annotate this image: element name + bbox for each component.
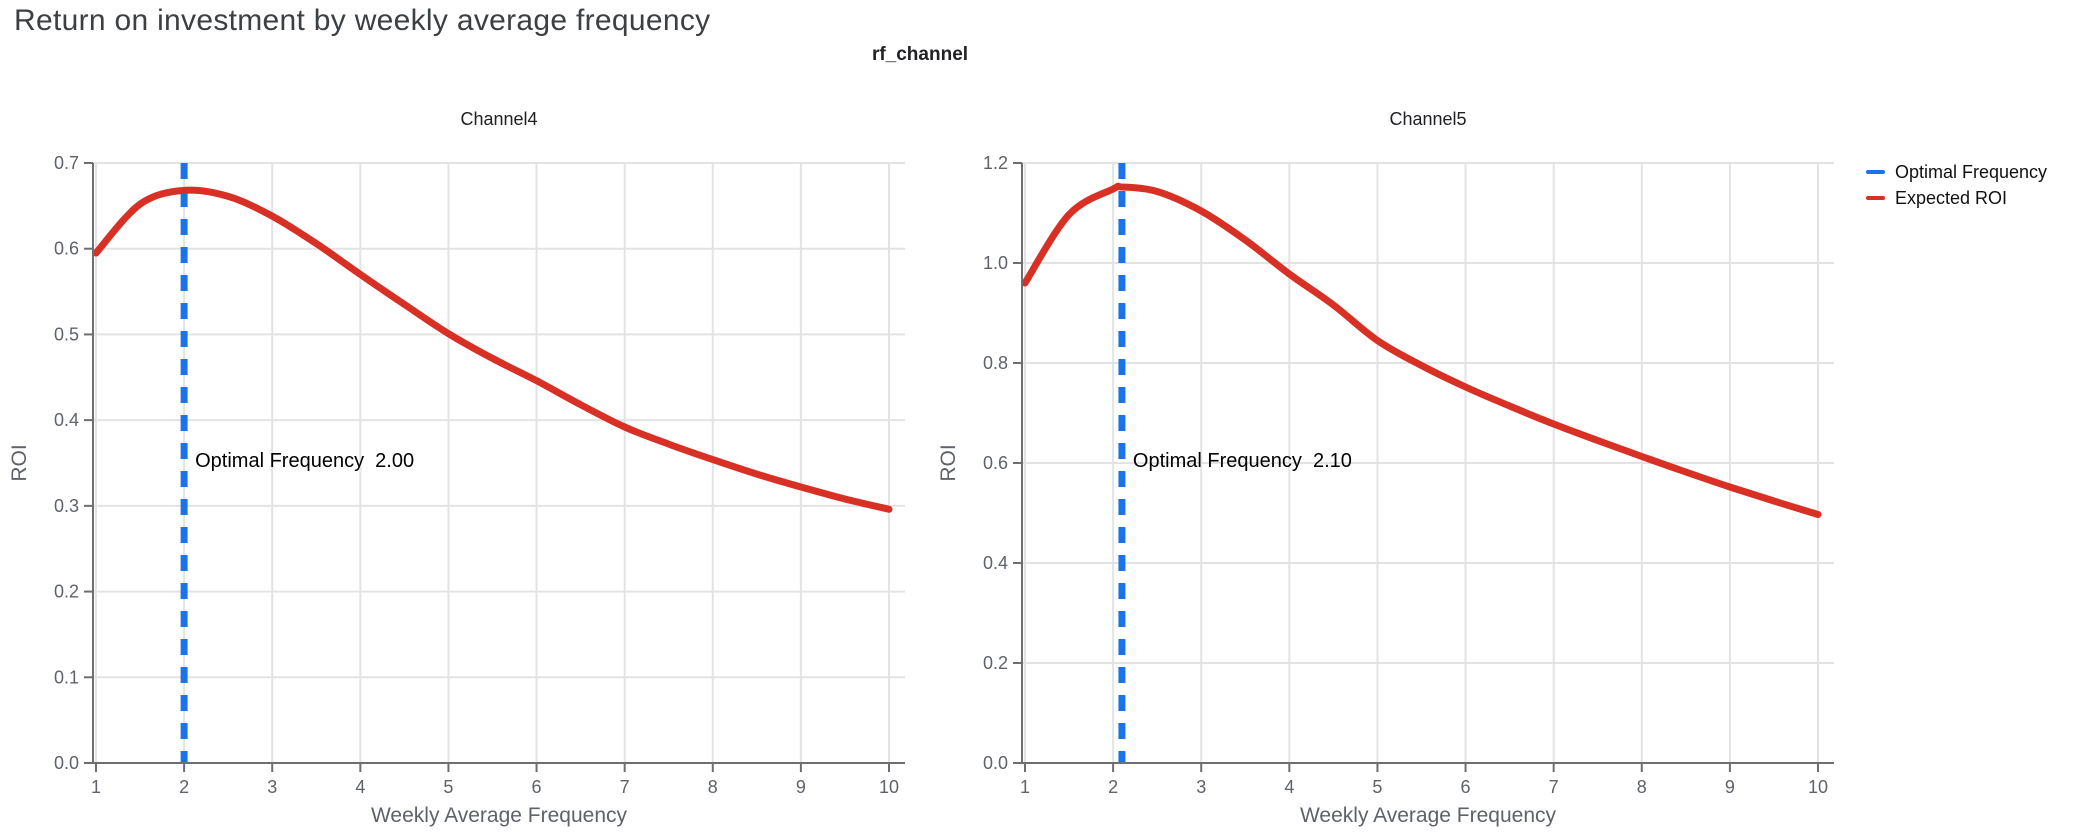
legend-label: Expected ROI xyxy=(1895,187,2008,208)
page-title: Return on investment by weekly average f… xyxy=(14,4,711,37)
expected-roi-curve xyxy=(92,186,893,513)
legend-line-swatch-red xyxy=(1866,196,1885,200)
chart-channel5[interactable]: 0.0 0.2 0.4 0.6 0.8 1.0 1.2 1 2 3 4 5 6 7 8 9 10 Channel5… xyxy=(929,100,1864,840)
x-tick-label: 10 xyxy=(1808,777,1828,797)
y-tick-label: 1.0 xyxy=(983,253,1008,273)
y-axis-title: ROI xyxy=(8,444,31,481)
x-tick-label: 2 xyxy=(179,777,189,797)
gridlines xyxy=(1022,162,1834,764)
tick-labels: 0.0 0.2 0.4 0.6 0.8 1.0 1.2 1 2 3 4 5 6 7 8 9 10 xyxy=(983,153,1828,797)
y-tick-label: 0.1 xyxy=(54,667,79,687)
y-tick-label: 0.4 xyxy=(54,410,79,430)
gridlines xyxy=(93,162,905,764)
x-tick-label: 8 xyxy=(1637,777,1647,797)
y-tick-label: 0.2 xyxy=(983,653,1008,673)
x-tick-label: 3 xyxy=(1196,777,1206,797)
optimal-frequency-annotation: Optimal Frequency 2.00 xyxy=(195,450,414,472)
axes xyxy=(1013,162,1834,772)
chart-title: Channel4 xyxy=(460,109,537,129)
y-tick-label: 0.0 xyxy=(983,753,1008,773)
expected-roi-curve xyxy=(1021,182,1822,518)
x-tick-label: 1 xyxy=(1020,777,1030,797)
x-tick-label: 9 xyxy=(1725,777,1735,797)
x-tick-label: 6 xyxy=(1461,777,1471,797)
x-tick-label: 5 xyxy=(1372,777,1382,797)
y-tick-label: 0.8 xyxy=(983,353,1008,373)
y-tick-label: 0.4 xyxy=(983,553,1008,573)
axes xyxy=(84,162,905,772)
x-tick-label: 9 xyxy=(796,777,806,797)
legend: Optimal Frequency Expected ROI xyxy=(1866,159,2047,211)
y-tick-label: 0.5 xyxy=(54,324,79,344)
y-tick-label: 0.6 xyxy=(54,239,79,259)
x-tick-label: 4 xyxy=(1284,777,1294,797)
facet-group-title: rf_channel xyxy=(871,44,969,65)
y-tick-label: 0.0 xyxy=(54,753,79,773)
x-tick-label: 3 xyxy=(267,777,277,797)
y-axis-title: ROI xyxy=(937,444,960,481)
tick-labels: 0.0 0.1 0.2 0.3 0.4 0.5 0.6 0.7 1 2 3 4 5 6 7 8 9 10 xyxy=(54,153,899,797)
chart-channel4[interactable]: 0.0 0.1 0.2 0.3 0.4 0.5 0.6 0.7 1 2 3 4 5 6 7 8 9 10 Chann… xyxy=(0,100,935,840)
legend-line-swatch-blue xyxy=(1866,170,1885,174)
x-tick-label: 4 xyxy=(355,777,365,797)
x-tick-label: 10 xyxy=(879,777,899,797)
y-tick-label: 0.6 xyxy=(983,453,1008,473)
legend-label: Optimal Frequency xyxy=(1895,161,2048,182)
y-tick-label: 1.2 xyxy=(983,153,1008,173)
chart-title: Channel5 xyxy=(1389,109,1466,129)
x-tick-label: 7 xyxy=(1549,777,1559,797)
x-tick-label: 1 xyxy=(91,777,101,797)
y-tick-label: 0.3 xyxy=(54,496,79,516)
x-tick-label: 5 xyxy=(443,777,453,797)
x-tick-label: 2 xyxy=(1108,777,1118,797)
x-tick-label: 6 xyxy=(532,777,542,797)
y-tick-label: 0.7 xyxy=(54,153,79,173)
x-axis-title: Weekly Average Frequency xyxy=(371,804,628,827)
legend-item-expected-roi[interactable]: Expected ROI xyxy=(1866,185,2047,211)
x-tick-label: 8 xyxy=(708,777,718,797)
optimal-frequency-annotation: Optimal Frequency 2.10 xyxy=(1133,450,1352,472)
legend-item-optimal-frequency[interactable]: Optimal Frequency xyxy=(1866,159,2047,185)
x-axis-title: Weekly Average Frequency xyxy=(1300,804,1557,827)
y-tick-label: 0.2 xyxy=(54,582,79,602)
x-tick-label: 7 xyxy=(620,777,630,797)
